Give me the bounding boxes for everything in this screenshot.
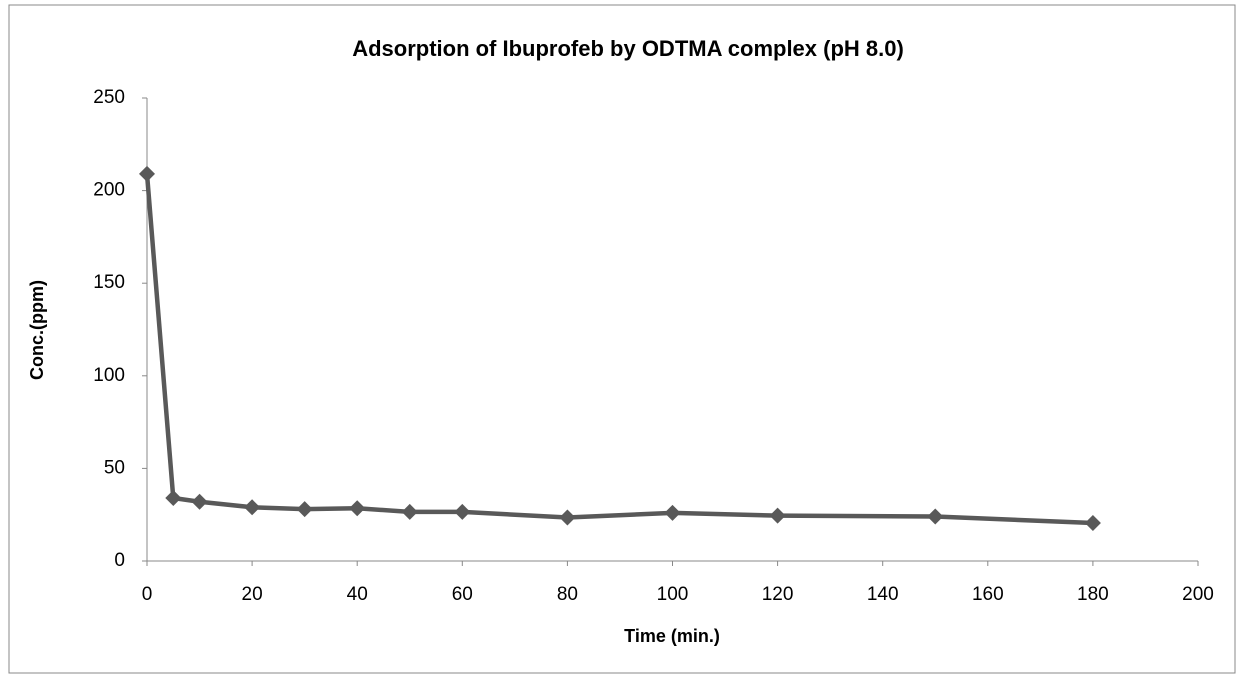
- data-marker: [769, 507, 786, 524]
- x-tick-label: 160: [972, 584, 1004, 605]
- y-axis-title: Conc.(ppm): [27, 280, 47, 380]
- x-tick-label: 40: [347, 584, 368, 605]
- chart-frame: [8, 4, 1236, 674]
- x-tick-label: 0: [142, 584, 153, 605]
- data-marker: [664, 504, 681, 521]
- data-marker: [139, 165, 155, 182]
- data-marker: [454, 503, 471, 520]
- x-tick-label: 140: [867, 584, 899, 605]
- data-marker: [927, 508, 944, 525]
- y-tick-label: 0: [114, 550, 125, 571]
- data-marker: [191, 493, 208, 510]
- x-tick-label: 20: [242, 584, 263, 605]
- x-tick-label: 120: [762, 584, 794, 605]
- y-tick-label: 150: [93, 272, 125, 293]
- y-tick-label: 250: [93, 87, 125, 108]
- data-marker: [349, 500, 366, 517]
- x-tick-label: 80: [557, 584, 578, 605]
- data-marker: [401, 503, 418, 520]
- y-tick-label: 50: [104, 457, 125, 478]
- y-tick-label: 100: [93, 365, 125, 386]
- x-tick-label: 100: [657, 584, 689, 605]
- data-marker: [165, 490, 182, 507]
- data-marker: [559, 509, 576, 526]
- data-marker: [244, 499, 261, 516]
- x-tick-label: 200: [1182, 584, 1214, 605]
- x-axis-title: Time (min.): [624, 626, 720, 646]
- y-tick-label: 200: [93, 180, 125, 201]
- data-marker: [296, 501, 313, 518]
- chart-title: Adsorption of Ibuprofeb by ODTMA complex…: [352, 36, 904, 61]
- x-tick-label: 60: [452, 584, 473, 605]
- x-tick-label: 180: [1077, 584, 1109, 605]
- data-marker: [1084, 515, 1101, 532]
